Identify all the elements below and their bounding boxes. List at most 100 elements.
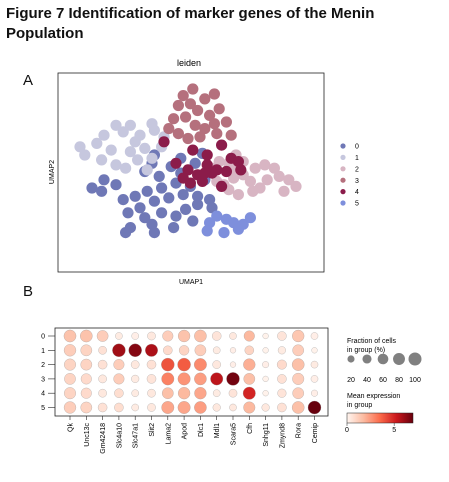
umap-point-cluster-0 [134,202,146,214]
size-legend-title: Fraction of cells [347,338,397,345]
dotplot-dot [229,347,237,354]
umap-point-cluster-0 [192,190,204,202]
legend-label-cluster-2: 2 [355,166,359,173]
umap-point-cluster-0 [180,203,192,215]
umap-point-cluster-3 [189,119,201,131]
dotplot-gene-label: Slc4a10 [116,423,123,448]
umap-point-cluster-1 [110,119,122,131]
dotplot-dot [131,389,139,397]
umap-point-cluster-4 [220,165,232,178]
umap-frame [57,72,325,273]
umap-point-cluster-4 [187,144,199,156]
umap-point-cluster-3 [208,118,220,130]
dotplot-dot [212,346,221,355]
umap-point-cluster-2 [228,172,240,184]
dotplot-gene-label: Scara5 [231,423,238,445]
dotplot-dot [262,375,269,382]
dotplot-dot [64,387,76,400]
dotplot-dot [211,331,222,341]
dotplot-dot [177,401,191,414]
size-legend-title: in group (%) [347,347,385,354]
umap-point-cluster-2 [268,162,280,174]
umap-point-cluster-3 [204,109,216,121]
umap-point-cluster-0 [177,189,189,201]
panel-b-label: B [23,283,34,300]
umap-point-cluster-2 [283,174,295,186]
umap-point-cluster-2 [254,182,266,194]
dotplot-dot [114,388,124,398]
legend-label-cluster-0: 0 [355,144,359,151]
dotplot-dot [276,359,287,370]
dotplot-dot [210,372,224,386]
umap-point-cluster-1 [110,159,122,171]
umap-point-cluster-4 [170,157,182,169]
dotplot-dot [97,359,108,370]
dotplot-gene-label: Snhg11 [263,423,270,447]
umap-point-cluster-0 [122,207,134,219]
dotplot-dot [146,359,157,370]
size-legend-dot [377,353,389,365]
color-legend-bar [346,412,414,424]
umap-point-cluster-1 [96,154,108,166]
dotplot-dot [98,388,107,398]
umap-point-cluster-4 [182,164,194,176]
umap-point-cluster-4 [177,172,189,184]
umap-point-cluster-0 [110,179,122,191]
dotplot-gene-label: Lama2 [165,423,172,445]
umap-point-cluster-0 [156,207,168,219]
umap-point-cluster-1 [79,149,91,161]
dotplot-row-label: 3 [41,376,45,383]
dotplot-dot [277,388,287,398]
umap-point-cluster-0 [141,185,153,197]
dotplot-dot [98,346,107,355]
umap-point-cluster-1 [120,162,132,174]
umap-point-cluster-0 [120,227,132,239]
legend-marker-cluster-4 [340,189,346,195]
dotplot-dot [229,403,237,412]
dotplot-dot [178,329,191,343]
umap-point-cluster-1 [124,146,136,158]
umap-point-cluster-1 [132,154,144,166]
legend-marker-cluster-5 [340,200,346,206]
umap-point-cluster-3 [220,116,232,128]
dotplot-row-labels: 0 1 2 3 4 5 [41,334,55,412]
dotplot-row-label: 1 [41,348,45,355]
dotplot-gene-label: Slit2 [149,423,156,437]
dotplot-dot [177,372,191,386]
umap-point-cluster-1 [98,129,110,141]
dotplot-dot [229,361,237,368]
dotplot-gene-label: Rora [296,423,303,438]
umap-point-cluster-0 [86,182,98,194]
umap-point-cluster-1 [146,152,158,164]
dotplot-dot [147,403,156,412]
umap-point-cluster-0 [206,202,218,214]
dotplot-dot [194,387,207,400]
legend-marker-cluster-2 [340,166,346,172]
umap-point-cluster-3 [225,129,237,141]
legend-marker-cluster-3 [340,177,346,183]
dotplot-dot [277,346,286,355]
umap-point-cluster-3 [182,132,194,145]
dotplot-dot [80,329,93,343]
umap-point-cluster-5 [211,210,223,222]
dotplot-dot [277,331,287,341]
umap-point-cluster-1 [91,137,103,149]
figure-title: Figure 7 Identification of marker genes … [6,5,375,42]
umap-x-axis-label: UMAP1 [179,279,203,286]
dotplot-dot [162,330,174,342]
dotplot-dot [177,357,191,372]
size-legend-dot [362,354,372,364]
legend-marker-cluster-1 [340,154,346,160]
umap-point-cluster-3 [172,128,184,140]
umap-point-cluster-0 [189,157,201,169]
umap-point-cluster-2 [249,162,261,174]
size-legend-tick: 80 [395,377,403,384]
dotplot-dot [80,344,93,357]
umap-point-cluster-0 [170,210,182,222]
umap-point-cluster-3 [199,93,211,105]
umap-point-cluster-4 [201,149,213,161]
legend-label-cluster-1: 1 [355,155,359,162]
umap-point-cluster-1 [74,141,86,153]
dotplot-dot [115,332,123,340]
dotplot-dot [307,400,322,415]
